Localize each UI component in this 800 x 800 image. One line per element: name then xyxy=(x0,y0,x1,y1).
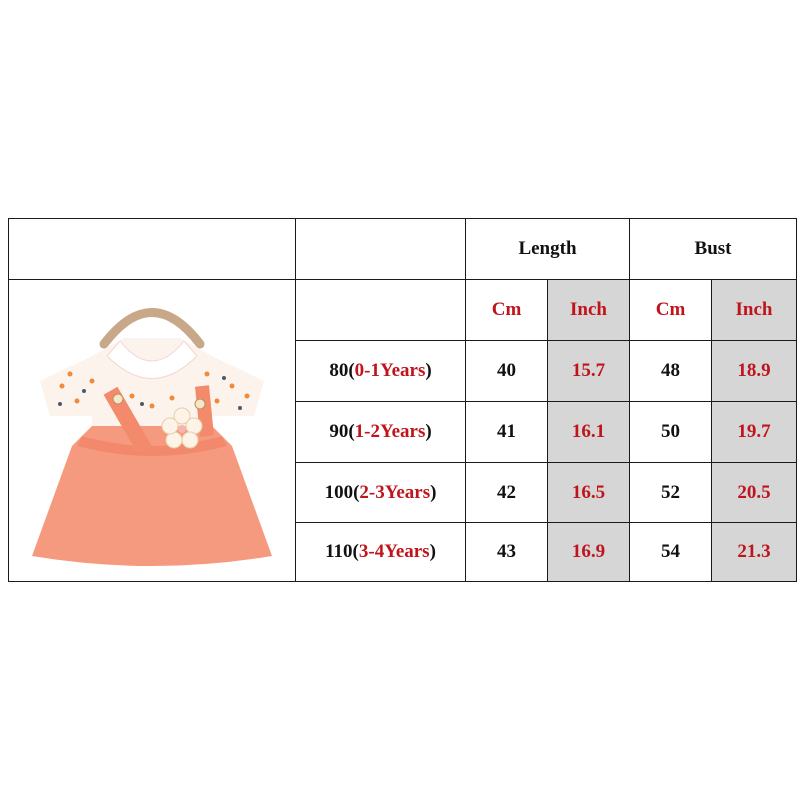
length-header: Length xyxy=(465,218,630,280)
length-cm-header: Cm xyxy=(465,279,548,341)
age-range: 0-1Years xyxy=(354,360,426,381)
length-cm: 42 xyxy=(465,462,548,523)
bust-inch: 21.3 xyxy=(711,522,797,582)
dress-icon xyxy=(32,307,272,566)
size-value: 110 xyxy=(325,541,353,562)
size-label: 90(1-2Years) xyxy=(295,401,466,463)
empty-cell xyxy=(295,218,466,280)
age-range: 2-3Years xyxy=(359,481,431,503)
empty-cell xyxy=(8,218,296,280)
size-label: 100(2-3Years) xyxy=(295,462,466,523)
length-inch-header: Inch xyxy=(547,279,630,341)
bust-cm: 52 xyxy=(629,462,712,523)
length-cm: 40 xyxy=(465,340,548,402)
length-inch: 16.5 xyxy=(547,462,630,523)
paren: ( xyxy=(348,421,355,442)
units-row: Cm Inch Cm Inch xyxy=(8,279,797,582)
paren: ) xyxy=(425,421,432,442)
empty-cell xyxy=(295,279,466,341)
age-range: 1-2Years xyxy=(354,421,426,442)
header-row: Length Bust xyxy=(8,218,797,280)
length-inch: 16.1 xyxy=(547,401,630,463)
size-value: 80 xyxy=(329,360,349,381)
table-row: 80(0-1Years) 40 15.7 48 18.9 xyxy=(9,340,797,402)
paren: ) xyxy=(430,481,437,503)
bust-inch-header: Inch xyxy=(711,279,797,341)
table-row: 90(1-2Years) 41 16.1 50 19.7 xyxy=(9,401,797,463)
size-chart-table: Length Bust xyxy=(8,218,797,582)
dress-product-image xyxy=(8,279,296,582)
bust-cm-header: Cm xyxy=(629,279,712,341)
bust-header: Bust xyxy=(629,218,797,280)
size-value: 100 xyxy=(324,481,354,503)
size-value: 90 xyxy=(329,421,349,442)
bust-inch: 20.5 xyxy=(711,462,797,523)
bust-cm: 54 xyxy=(629,522,712,582)
paren: ) xyxy=(429,541,436,562)
paren: ( xyxy=(353,481,360,503)
length-inch: 15.7 xyxy=(547,340,630,402)
size-label: 80(0-1Years) xyxy=(295,340,466,402)
length-inch: 16.9 xyxy=(547,522,630,582)
table-row: 100(2-3Years) 42 16.5 52 20.5 xyxy=(9,462,797,523)
table-row: 110(3-4Years) 43 16.9 54 21.3 xyxy=(9,522,797,582)
age-range: 3-4Years xyxy=(358,541,430,562)
paren: ( xyxy=(348,360,355,381)
size-label: 110(3-4Years) xyxy=(295,522,466,582)
bust-cm: 48 xyxy=(629,340,712,402)
length-cm: 43 xyxy=(465,522,548,582)
paren: ) xyxy=(425,360,432,381)
bust-inch: 19.7 xyxy=(711,401,797,463)
paren: ( xyxy=(352,541,359,562)
bust-cm: 50 xyxy=(629,401,712,463)
bust-inch: 18.9 xyxy=(711,340,797,402)
length-cm: 41 xyxy=(465,401,548,463)
